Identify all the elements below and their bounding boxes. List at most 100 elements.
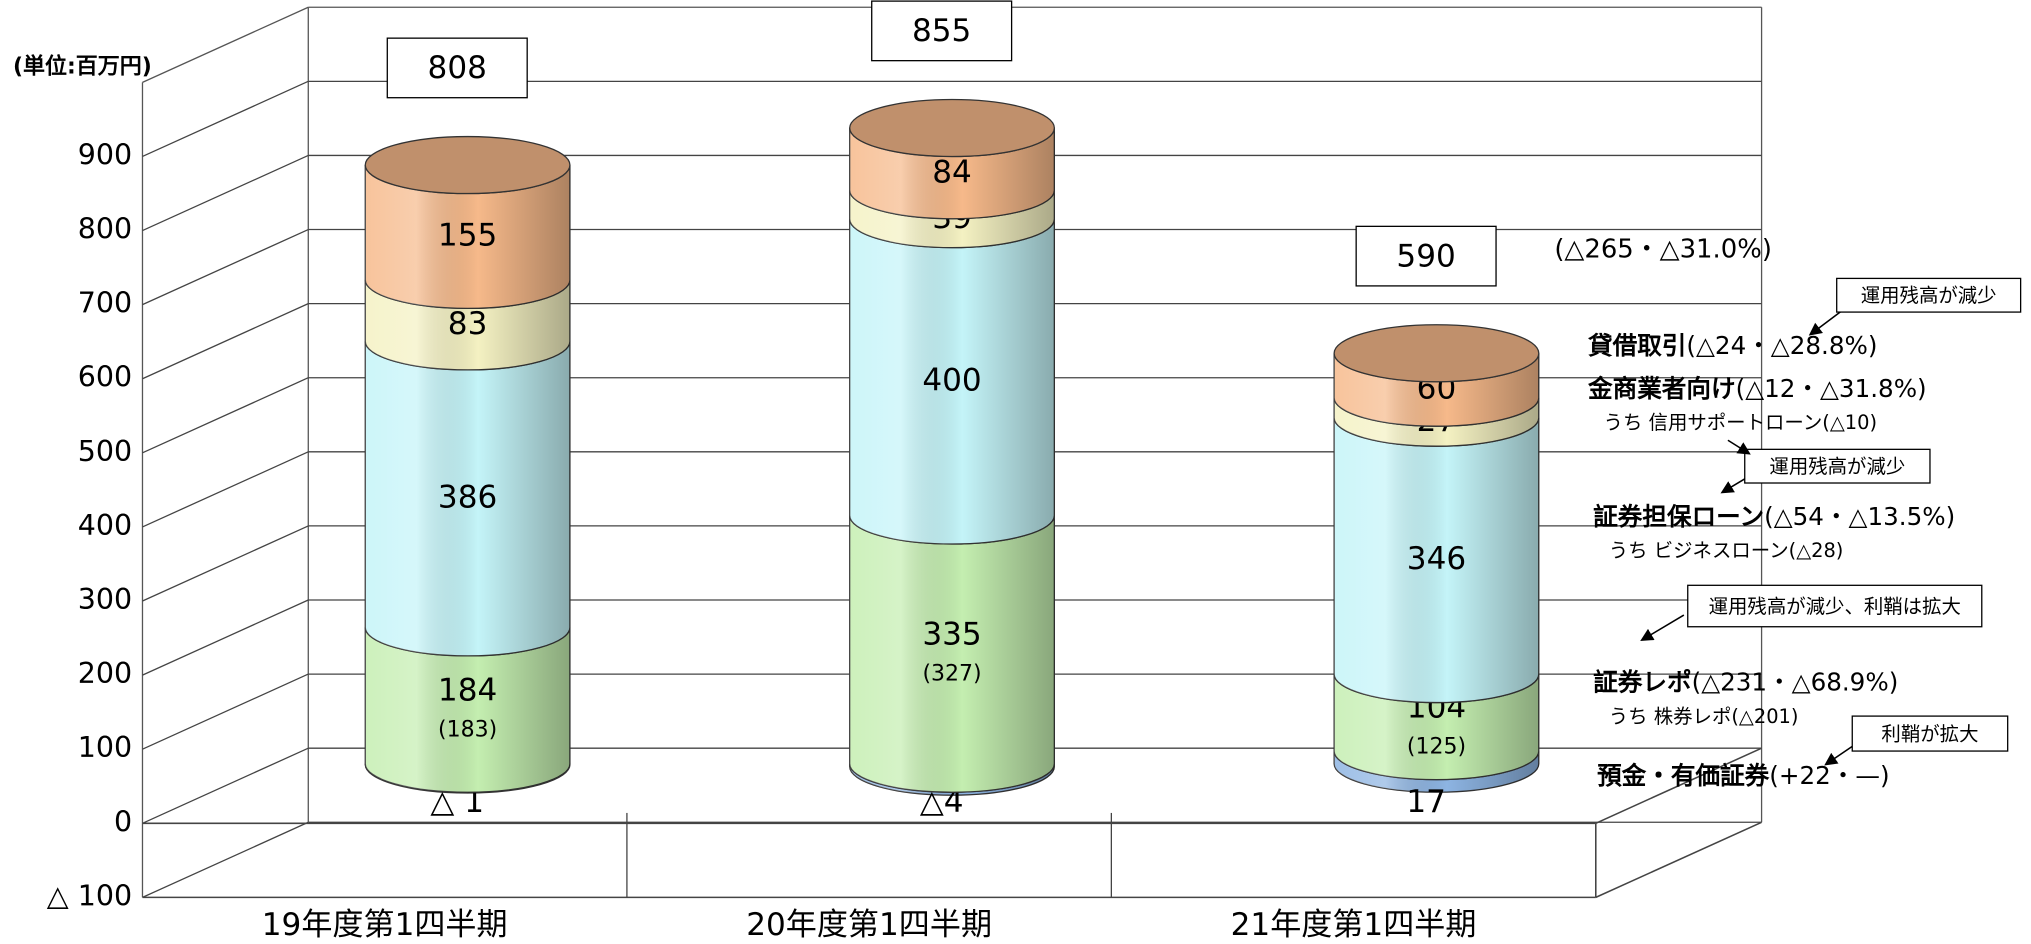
segment-shade [849,219,1055,544]
cylinder-segment [364,165,571,310]
segment-shade [849,515,1055,793]
grid-line [142,303,309,380]
segment-shade [1334,397,1539,447]
grid-line [142,228,309,306]
y-tick-label: 100 [78,731,132,764]
callout-box [1851,715,2009,752]
cylinder-segment [849,219,1056,545]
cylinder-top [849,98,1056,158]
sub-value-label: (183) [438,718,497,743]
y-tick-label: 700 [78,287,132,320]
legend-sub-note: うち ビジネスローン(△28) [1609,539,1844,562]
x-tick-label: 19年度第1四半期 [262,907,508,943]
wall-frame [142,6,309,83]
segment-shade [365,627,570,793]
cylinder-top [364,135,571,195]
cylinder-segment [1333,674,1540,781]
y-tick-label: 300 [78,583,132,616]
segment-shade [1334,751,1539,793]
segment-shade [1334,674,1539,780]
total-box [871,0,1013,62]
legend-sub-note: うち 株券レポ(△201) [1609,705,1799,728]
callout-text: 運用残高が減少 [1861,284,1997,307]
grid-line [142,673,309,750]
value-label: 84 [932,154,972,190]
value-label: 386 [438,480,497,516]
value-label: 184 [438,673,497,709]
grid-line [142,525,309,602]
y-tick-label: △ 100 [47,879,132,912]
unit-label: (単位:百万円) [13,53,152,79]
segment-shade [1334,417,1539,703]
value-label: 83 [448,306,488,342]
callout-arrow [1727,439,1751,455]
legend-change: (△24・△28.8%) [1686,331,1877,360]
x-tick-label: 21年度第1四半期 [1231,907,1477,943]
sub-value-label: (327) [922,662,981,687]
segment-shade [365,279,570,370]
y-tick-label: 200 [78,657,132,690]
value-label: 155 [438,218,497,254]
callout-arrow [1824,743,1856,766]
cylinder-segment [364,341,571,657]
legend-change: (△231・△68.9%) [1692,668,1899,697]
total-label: 590 [1396,238,1455,274]
value-label: 400 [922,363,981,399]
x-tick-label: 20年度第1四半期 [746,907,992,943]
callout-arrow [1808,310,1843,336]
total-change: (△265・△31.0%) [1554,234,1772,264]
grid-line [142,747,309,824]
legend-change: (△12・△31.8%) [1736,374,1927,403]
callout-text: 利鞘が拡大 [1881,722,1978,745]
y-tick-label: 400 [78,509,132,542]
segment-shade [849,128,1055,219]
legend-change: (+22・—) [1769,761,1889,790]
y-tick-label: 800 [78,213,132,246]
value-label: 335 [922,617,981,653]
grid-line [142,451,309,528]
legend-change: (△54・△13.5%) [1764,502,1955,531]
total-box [1355,225,1497,287]
grid-line [142,80,309,158]
floor-line [1595,821,1762,899]
callout-box [1687,584,1983,628]
total-label: 855 [912,13,971,49]
callout-box [1836,277,2022,313]
callout-box [1744,448,1931,484]
legend-entry: 貸借取引(△24・△28.8%) [1588,331,1877,360]
grid-line [142,599,309,676]
legend-name: 証券担保ローン [1593,502,1764,531]
segment-shade [365,341,570,656]
callout-text: 運用残高が減少、利鞘は拡大 [1709,595,1961,618]
cylinder-segment [1333,417,1540,704]
grid-line [142,821,309,898]
segment-shade [1334,353,1539,427]
total-label: 808 [428,50,487,86]
total-box [386,37,528,99]
floor-line [1595,747,1762,824]
y-tick-label: 500 [78,435,132,468]
legend-sub-note: うち 信用サポートローン(△10) [1604,411,1877,434]
grid-line [142,377,309,454]
legend-entry: 金商業者向け(△12・△31.8%) [1587,374,1927,403]
value-label: 346 [1407,541,1466,577]
segment-shade [365,165,570,309]
legend-entry: 証券レポ(△231・△68.9%) [1593,668,1898,697]
legend-entry: 証券担保ローン(△54・△13.5%) [1593,502,1955,531]
y-tick-label: 0 [114,805,132,838]
callout-text: 運用残高が減少 [1769,455,1905,478]
y-tick-label: 600 [78,361,132,394]
callout-arrow [1640,614,1685,642]
cylinder-top [1333,324,1540,383]
cylinder-segment [849,515,1056,793]
legend-name: 証券レポ [1593,668,1691,697]
legend-entry: 預金・有価証券(+22・—) [1597,761,1889,790]
legend-name: 金商業者向け [1587,374,1736,403]
legend-name: 預金・有価証券 [1597,761,1770,790]
cylinder-segment [364,627,571,793]
y-tick-label: 900 [78,138,132,171]
value-label: 17 [1406,784,1446,820]
sub-value-label: (125) [1407,735,1466,760]
